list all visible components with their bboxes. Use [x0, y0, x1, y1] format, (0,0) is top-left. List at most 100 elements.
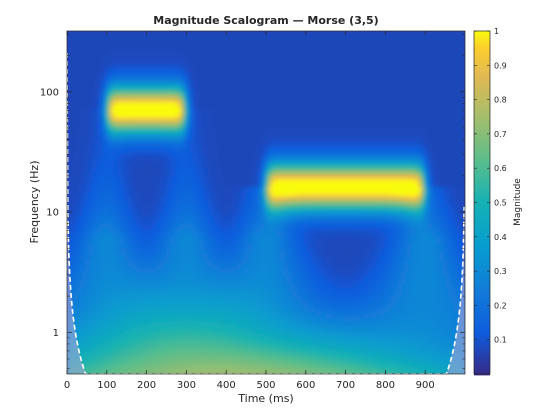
colorbar-swatch: [474, 225, 490, 228]
colorbar-swatch: [474, 207, 490, 210]
colorbar-swatch: [474, 205, 490, 208]
x-tick-label: 800: [376, 380, 395, 391]
colorbar-swatch: [474, 279, 490, 282]
colorbar-swatch: [474, 317, 490, 320]
y-tick-label: 1: [53, 328, 59, 339]
colorbar-swatch: [474, 277, 490, 280]
colorbar-swatch: [474, 203, 490, 206]
colorbar-swatch: [474, 187, 490, 190]
colorbar-swatch: [474, 213, 490, 216]
colorbar-swatch: [474, 363, 490, 366]
colorbar-swatch: [474, 337, 490, 340]
colorbar-swatch: [474, 153, 490, 156]
colorbar-swatch: [474, 341, 490, 344]
colorbar-swatch: [474, 323, 490, 326]
y-axis-label: Frequency (Hz): [28, 161, 41, 244]
colorbar-swatch: [474, 239, 490, 242]
colorbar-swatch: [474, 155, 490, 158]
colorbar-swatch: [474, 173, 490, 176]
colorbar-swatch: [474, 195, 490, 198]
colorbar-swatch: [474, 305, 490, 308]
x-tick-label: 100: [97, 380, 116, 391]
colorbar-swatch: [474, 209, 490, 212]
colorbar-tick-label: 0.2: [494, 301, 507, 310]
colorbar-swatch: [474, 349, 490, 352]
colorbar-swatch: [474, 85, 490, 88]
colorbar-swatch: [474, 63, 490, 66]
colorbar-swatch: [474, 69, 490, 72]
colorbar-swatch: [474, 51, 490, 54]
scalogram-cells: [67, 31, 465, 374]
colorbar-swatch: [474, 251, 490, 254]
colorbar-tick-label: 0.3: [494, 267, 507, 276]
colorbar-swatch: [474, 97, 490, 100]
colorbar-swatch: [474, 245, 490, 248]
colorbar-tick-label: 0.9: [494, 61, 507, 70]
colorbar-swatch: [474, 343, 490, 346]
colorbar-swatch: [474, 57, 490, 60]
colorbar-swatch: [474, 365, 490, 368]
colorbar-swatch: [474, 199, 490, 202]
colorbar-swatch: [474, 287, 490, 290]
colorbar-swatch: [474, 347, 490, 350]
colorbar-swatch: [474, 159, 490, 162]
colorbar-swatch: [474, 275, 490, 278]
colorbar-swatch: [474, 255, 490, 258]
colorbar-swatch: [474, 333, 490, 336]
x-tick-label: 0: [64, 380, 70, 391]
colorbar-swatch: [474, 215, 490, 218]
colorbar-swatch: [474, 285, 490, 288]
colorbar-swatch: [474, 253, 490, 256]
colorbar-swatch: [474, 137, 490, 140]
colorbar-swatch: [474, 267, 490, 270]
colorbar-swatch: [474, 211, 490, 214]
colorbar-swatch: [474, 151, 490, 154]
colorbar-swatch: [474, 371, 490, 374]
colorbar-swatch: [474, 295, 490, 298]
x-tick-label: 600: [296, 380, 315, 391]
scalogram-heatmap: [67, 31, 465, 374]
colorbar-tick-label: 0.6: [494, 164, 507, 173]
colorbar-swatch: [474, 95, 490, 98]
colorbar-swatch: [474, 259, 490, 262]
colorbar-swatch: [474, 183, 490, 186]
x-tick-label: 400: [217, 380, 236, 391]
colorbar-swatch: [474, 31, 490, 34]
colorbar-swatch: [474, 249, 490, 252]
colorbar-swatch: [474, 179, 490, 182]
colorbar-swatch: [474, 103, 490, 106]
colorbar-swatch: [474, 55, 490, 58]
colorbar-tick-label: 0.1: [494, 336, 507, 345]
colorbar-swatch: [474, 315, 490, 318]
colorbar-swatch: [474, 93, 490, 96]
x-tick-label: 500: [256, 380, 275, 391]
colorbar-swatch: [474, 61, 490, 64]
colorbar-swatch: [474, 123, 490, 126]
colorbar-swatch: [474, 357, 490, 360]
colorbar-swatch: [474, 127, 490, 130]
colorbar-swatch: [474, 75, 490, 78]
colorbar-swatch: [474, 313, 490, 316]
colorbar-swatch: [474, 247, 490, 250]
colorbar-swatch: [474, 37, 490, 40]
colorbar-swatch: [474, 43, 490, 46]
colorbar-swatch: [474, 87, 490, 90]
colorbar-swatch: [474, 141, 490, 144]
colorbar-swatch: [474, 115, 490, 118]
colorbar-swatch: [474, 321, 490, 324]
colorbar-swatch: [474, 293, 490, 296]
colorbar-swatch: [474, 111, 490, 114]
colorbar-swatch: [474, 139, 490, 142]
colorbar-swatch: [474, 73, 490, 76]
colorbar-swatch: [474, 119, 490, 122]
colorbar-swatch: [474, 327, 490, 330]
colorbar-swatch: [474, 181, 490, 184]
colorbar-swatch: [474, 329, 490, 332]
colorbar-tick-label: 0.4: [494, 233, 507, 242]
colorbar-swatch: [474, 299, 490, 302]
colorbar-swatch: [474, 35, 490, 38]
colorbar-swatch: [474, 233, 490, 236]
colorbar-swatch: [474, 143, 490, 146]
colorbar-swatch: [474, 269, 490, 272]
